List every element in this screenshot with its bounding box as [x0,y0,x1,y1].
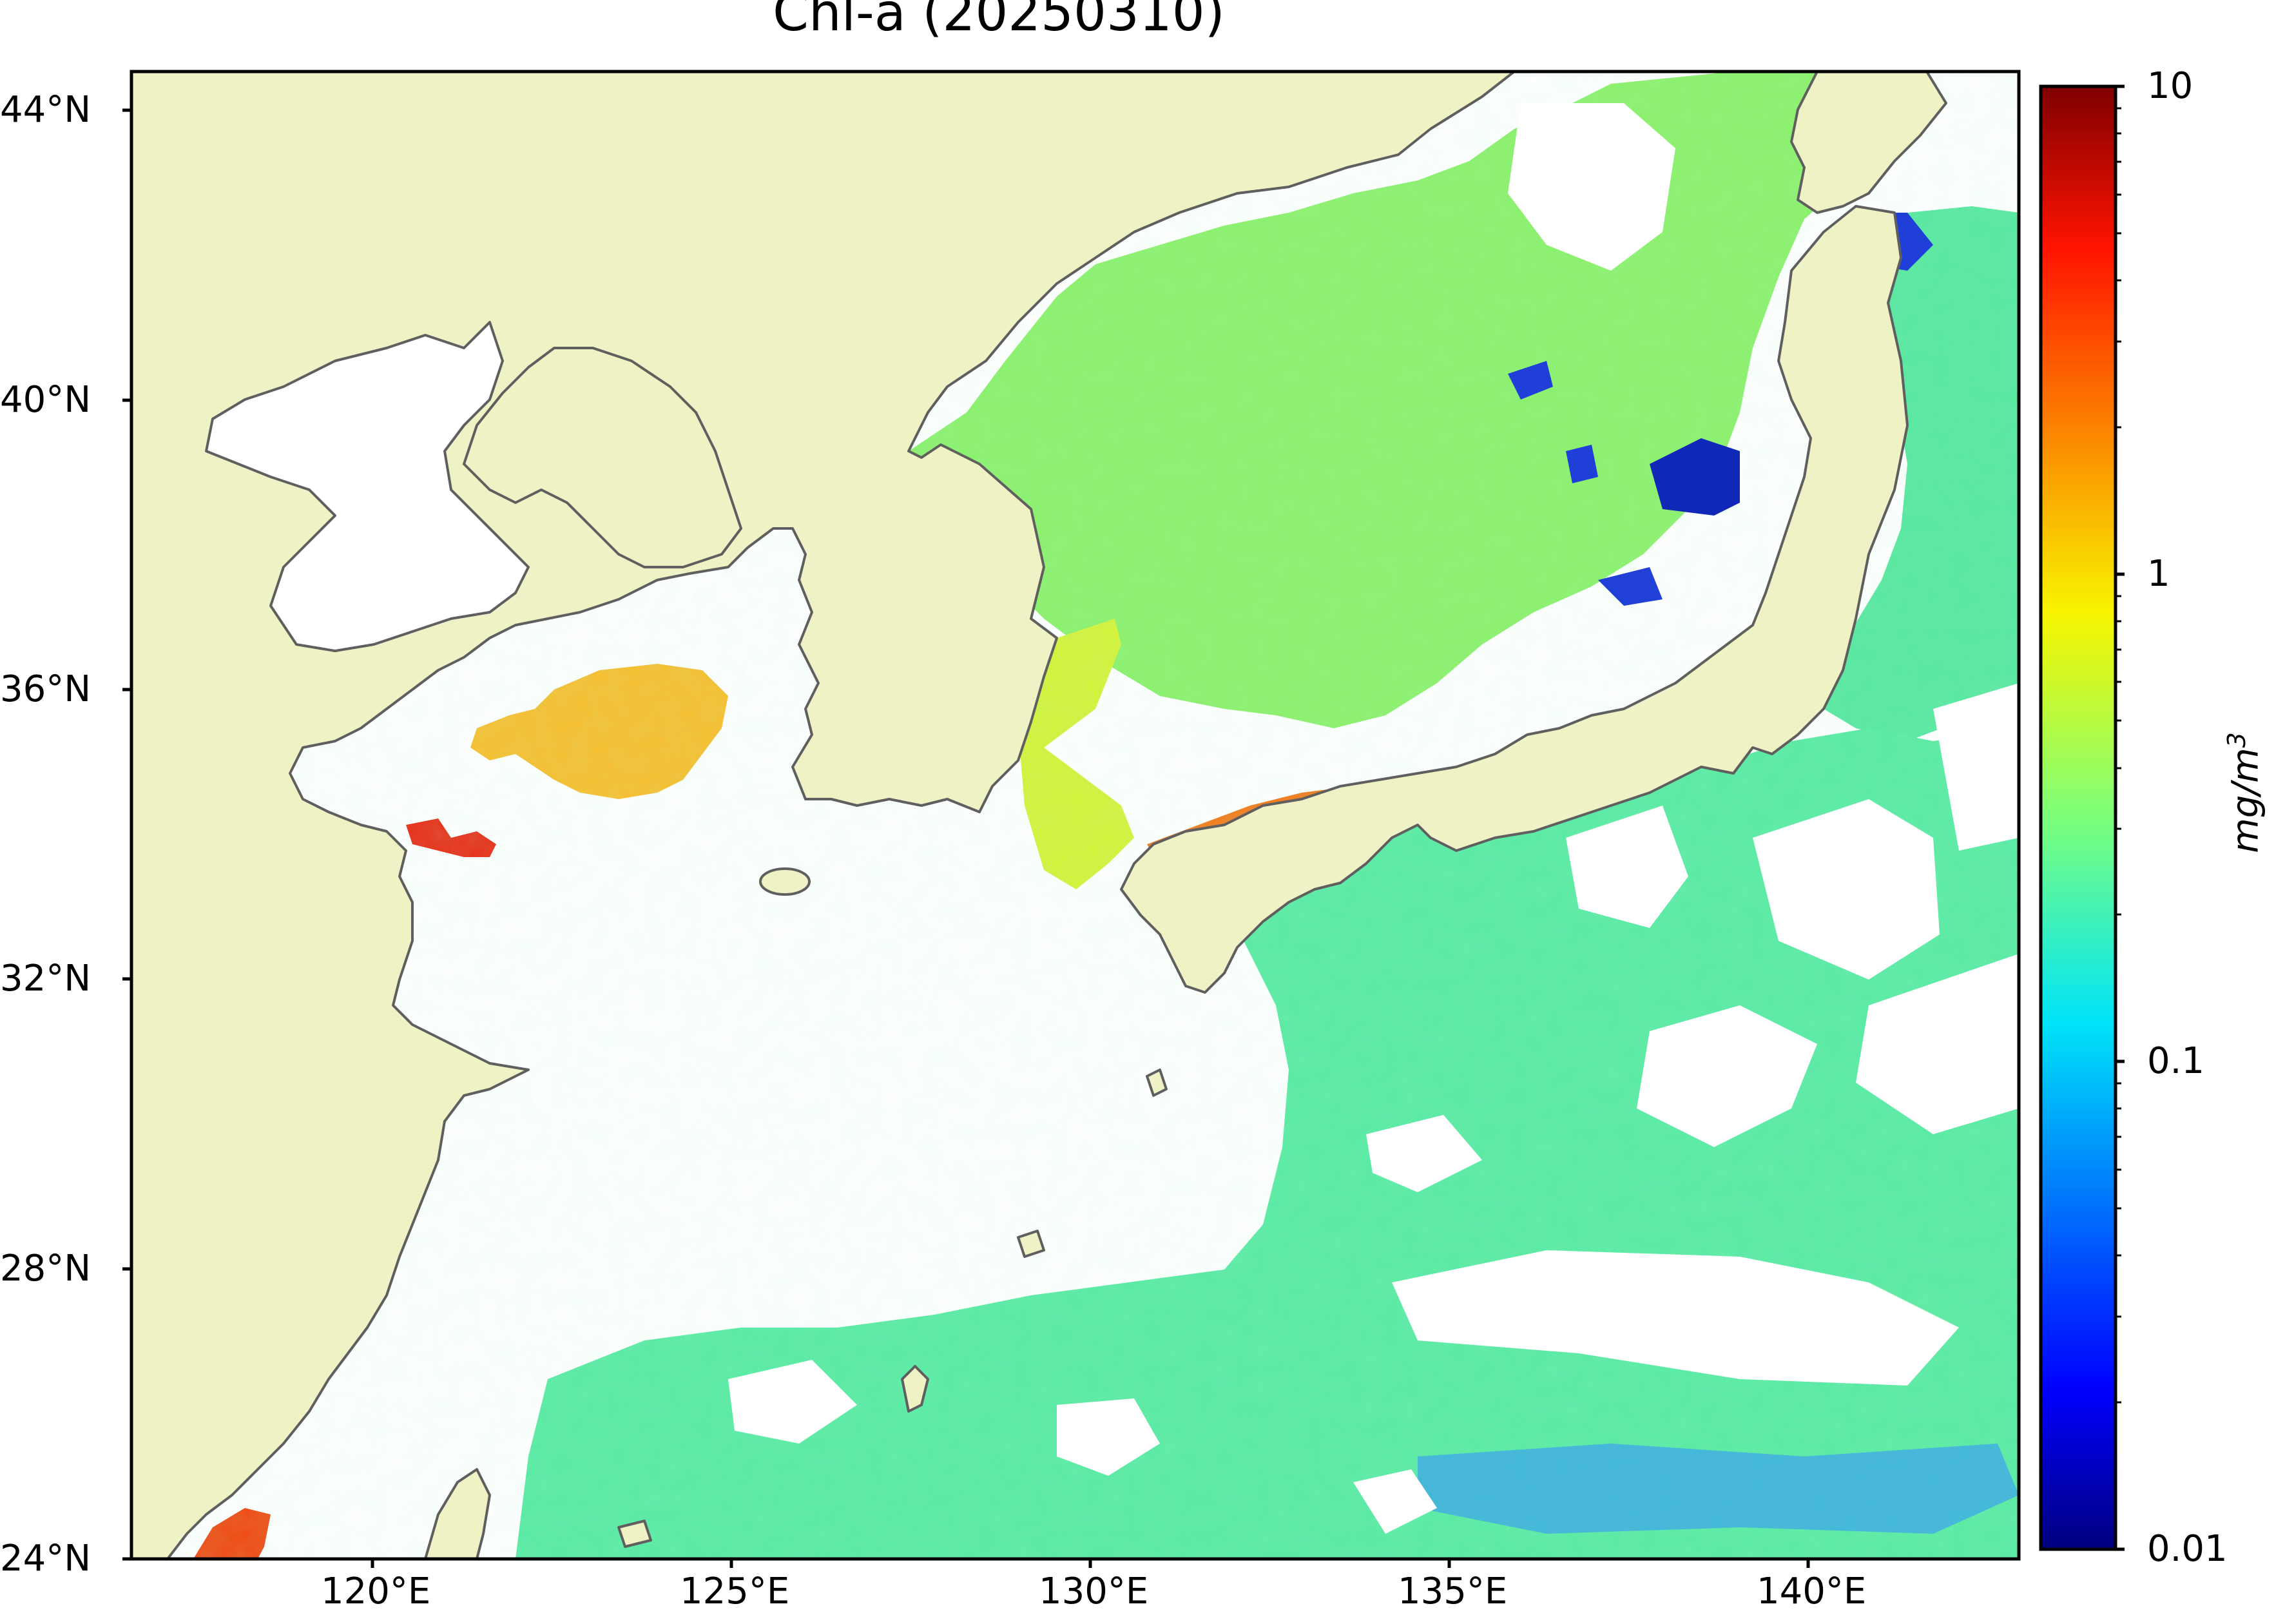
japan-main-islands [1120,205,1909,994]
colorbar-label-0-1: 0.1 [2147,1040,2205,1082]
lon-label-120: 120°E [321,1571,431,1612]
lon-label-130: 130°E [1039,1571,1149,1612]
lat-label-36: 36°N [0,668,92,710]
colorbar-label-10: 10 [2147,65,2193,107]
lat-ticks [122,108,131,1561]
lat-label-24: 24°N [0,1538,92,1580]
map-panel [131,72,2019,1559]
lat-label-44: 44°N [0,89,92,131]
cloud-gaps [728,103,2019,1534]
lat-label-40: 40°N [0,379,92,421]
lat-label-32: 32°N [0,958,92,1000]
map-frame [130,70,2021,1561]
liaodong-peninsula [463,347,742,568]
colorbar-label-1: 1 [2147,553,2170,595]
jeju-island [759,867,811,896]
map-title: Chl-a (20250310) [773,0,1225,43]
amami-islands [1017,1230,1045,1258]
colorbar-unit-label: mg/m3 [2217,732,2267,853]
colorbar [2039,84,2125,1551]
bohai-sea [205,321,530,652]
taiwan [424,1468,491,1559]
colorbar-label-0-01: 0.01 [2147,1528,2228,1570]
yakushima [1146,1068,1168,1097]
colorbar-gradient [2039,84,2117,1551]
ryukyu-islands [901,1365,929,1413]
lon-ticks [371,1559,1810,1568]
land-masses [131,72,1947,1559]
colorbar-minor-ticks [2116,107,2121,1404]
low-chlorophyll-patches [1418,213,2019,1534]
lat-label-28: 28°N [0,1248,92,1290]
lon-label-125: 125°E [680,1571,790,1612]
lon-label-135: 135°E [1398,1571,1508,1612]
colorbar-unit-text: mg/m3 [2222,732,2267,853]
colorbar-ticks [2116,84,2125,1551]
ishigaki-islands [617,1520,652,1548]
lon-label-140: 140°E [1757,1571,1867,1612]
hokkaido [1790,72,1947,214]
